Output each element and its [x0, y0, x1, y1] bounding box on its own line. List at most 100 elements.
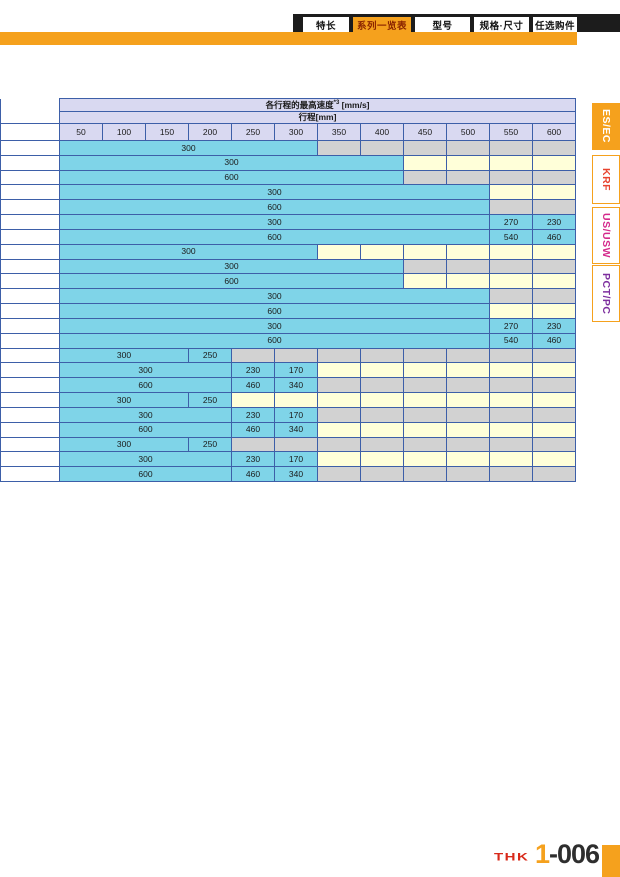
speed-value-cell: 600 [59, 228, 490, 245]
col-header: 400 [360, 123, 404, 141]
empty-cell [489, 169, 533, 186]
empty-cell [489, 451, 533, 468]
speed-value-cell: 600 [59, 169, 404, 186]
row-label-stub [0, 406, 60, 423]
col-header: 500 [446, 123, 490, 141]
row-label-stub [0, 317, 60, 334]
empty-cell [360, 406, 404, 423]
empty-cell [446, 421, 490, 438]
empty-cell [489, 243, 533, 260]
speed-value-cell: 600 [59, 466, 232, 483]
col-header: 200 [188, 123, 232, 141]
col-header: 50 [59, 123, 103, 141]
empty-cell [531, 243, 577, 260]
empty-cell [403, 140, 447, 156]
empty-cell [360, 392, 404, 408]
col-header: 350 [317, 123, 361, 141]
speed-value-cell: 230 [531, 317, 577, 334]
empty-cell [531, 288, 577, 305]
empty-cell [360, 466, 404, 483]
page-number-suffix: -006 [549, 839, 600, 869]
thk-logo: THK [494, 851, 530, 864]
top-tab-2[interactable]: 系列一览表 [353, 17, 411, 32]
row-label-stub-header [0, 98, 60, 124]
speed-value-cell: 300 [59, 317, 490, 334]
empty-cell [403, 347, 447, 364]
empty-cell [531, 392, 577, 408]
empty-cell [317, 421, 361, 438]
top-tab-5[interactable]: 任选购件 [533, 17, 577, 32]
empty-cell [360, 436, 404, 453]
empty-cell [403, 466, 447, 483]
row-label-stub [0, 169, 60, 186]
speed-value-cell: 300 [59, 392, 189, 408]
row-label-stub [0, 258, 60, 275]
empty-cell [403, 154, 447, 171]
empty-cell [360, 451, 404, 468]
speed-value-cell: 460 [231, 377, 275, 394]
speed-value-cell: 540 [489, 228, 533, 245]
speed-value-cell: 300 [59, 288, 490, 305]
empty-cell [446, 451, 490, 468]
empty-cell [446, 362, 490, 379]
speed-value-cell: 230 [531, 214, 577, 230]
speed-value-cell: 170 [274, 362, 318, 379]
empty-cell [531, 303, 577, 319]
top-nav-bar: 特长 系列一览表 型号 规格·尺寸 任选购件 [293, 14, 620, 32]
empty-cell [531, 273, 577, 290]
empty-cell [317, 377, 361, 394]
row-label-stub [0, 451, 60, 468]
empty-cell [446, 258, 490, 275]
side-tab-pct-pc[interactable]: PCT/PC [592, 265, 620, 322]
row-label-stub [0, 303, 60, 319]
top-tab-3[interactable]: 型号 [415, 17, 470, 32]
speed-value-cell: 300 [59, 214, 490, 230]
empty-cell [531, 169, 577, 186]
speed-value-cell: 300 [59, 347, 189, 364]
empty-cell [489, 303, 533, 319]
speed-value-cell: 600 [59, 199, 490, 216]
empty-cell [274, 392, 318, 408]
speed-value-cell: 300 [59, 140, 318, 156]
speed-value-cell: 270 [489, 317, 533, 334]
table-title: 各行程的最高速度*3 [mm/s] [58, 98, 577, 112]
empty-cell [446, 392, 490, 408]
empty-cell [360, 243, 404, 260]
empty-cell [531, 154, 577, 171]
side-tab-es-ec[interactable]: ES/EC [592, 103, 620, 150]
row-label-stub [0, 362, 60, 379]
row-label-stub [0, 199, 60, 216]
empty-cell [489, 436, 533, 453]
top-tab-4[interactable]: 规格·尺寸 [474, 17, 529, 32]
corner-orange-block [602, 845, 620, 877]
empty-cell [489, 184, 533, 201]
empty-cell [531, 258, 577, 275]
row-label-stub [0, 377, 60, 394]
row-label-stub [0, 288, 60, 305]
empty-cell [360, 377, 404, 394]
empty-cell [446, 273, 490, 290]
empty-cell [317, 347, 361, 364]
empty-cell [446, 466, 490, 483]
empty-cell [446, 406, 490, 423]
empty-cell [360, 347, 404, 364]
empty-cell [531, 466, 577, 483]
empty-cell [360, 421, 404, 438]
side-tab-us-usw[interactable]: US/USW [592, 207, 620, 264]
col-header: 600 [531, 123, 577, 141]
speed-value-cell: 600 [59, 273, 404, 290]
empty-cell [403, 258, 447, 275]
empty-cell [489, 258, 533, 275]
empty-cell [489, 154, 533, 171]
speed-value-cell: 270 [489, 214, 533, 230]
empty-cell [489, 377, 533, 394]
side-tab-krf[interactable]: KRF [592, 155, 620, 204]
col-header: 250 [231, 123, 275, 141]
empty-cell [489, 421, 533, 438]
top-tab-1[interactable]: 特长 [303, 17, 349, 32]
speed-value-cell: 460 [231, 466, 275, 483]
speed-value-cell: 600 [59, 421, 232, 438]
empty-cell [489, 273, 533, 290]
speed-value-cell: 340 [274, 377, 318, 394]
